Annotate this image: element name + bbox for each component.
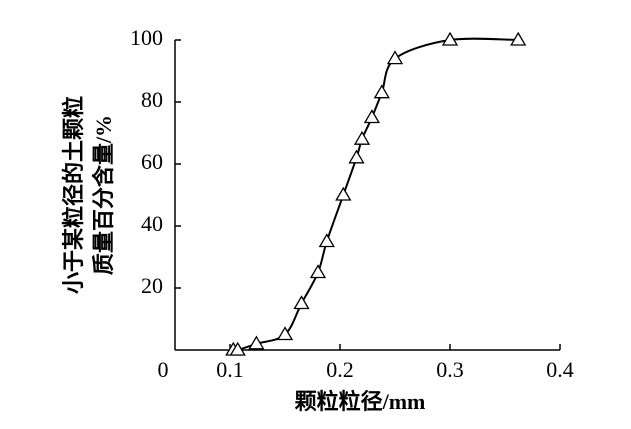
marker (318, 233, 335, 248)
y-tick-label: 20 (141, 273, 163, 298)
curve (233, 37, 519, 352)
marker (353, 130, 371, 145)
marker (229, 341, 246, 356)
y-axis-label: 小于某粒径的土颗粒 (61, 96, 86, 294)
y-tick-label: 100 (130, 25, 163, 50)
marker (386, 50, 404, 65)
x-tick-label: 0.2 (326, 357, 354, 382)
x-tick-label: 0.1 (216, 357, 244, 382)
marker (293, 295, 310, 310)
marker (363, 109, 381, 124)
marker (441, 31, 459, 46)
y-tick-label: 40 (141, 211, 163, 236)
x-tick-label: 0.3 (436, 357, 464, 382)
marker (335, 186, 352, 201)
marker (348, 149, 365, 164)
marker (248, 335, 265, 350)
x-tick-label: 0.4 (546, 357, 574, 382)
y-axis-label: 质量百分含量/% (91, 115, 116, 275)
marker (373, 84, 390, 99)
marker (309, 264, 327, 279)
marker (510, 31, 527, 46)
origin-label: 0 (158, 357, 169, 382)
x-axis-label: 颗粒粒径/mm (295, 389, 426, 414)
y-tick-label: 80 (141, 87, 163, 112)
marker (276, 326, 294, 341)
y-tick-label: 60 (141, 149, 163, 174)
